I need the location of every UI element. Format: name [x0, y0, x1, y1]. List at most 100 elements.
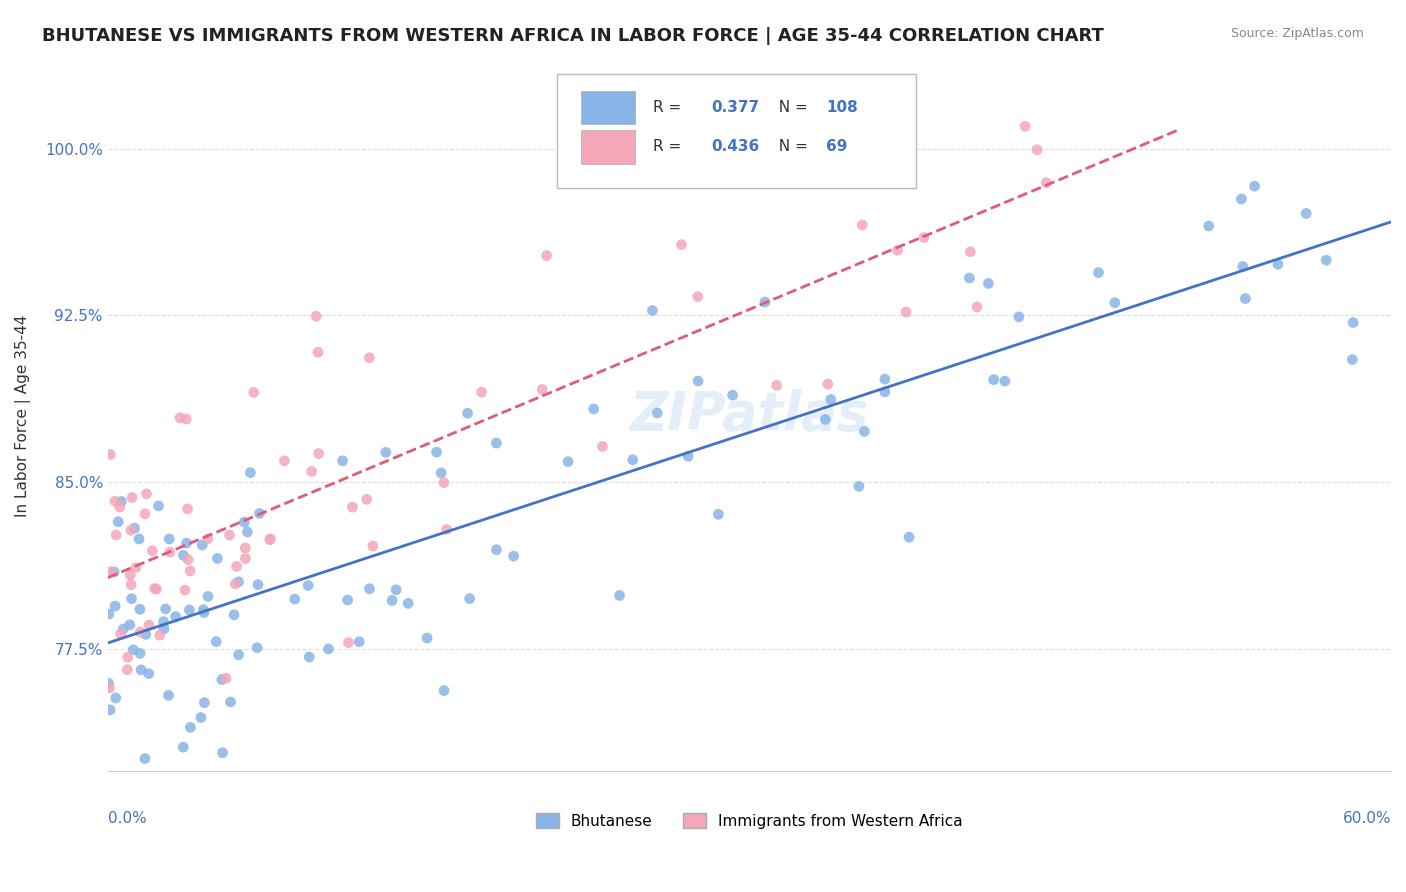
Point	[128, 602, 150, 616]
Point	[592, 439, 614, 453]
Point	[169, 410, 191, 425]
Point	[176, 536, 198, 550]
Point	[117, 663, 139, 677]
Point	[983, 373, 1005, 387]
Y-axis label: In Labor Force | Age 35-44: In Labor Force | Age 35-44	[15, 314, 31, 516]
Point	[172, 740, 194, 755]
Point	[110, 494, 132, 508]
Point	[103, 565, 125, 579]
Point	[1008, 310, 1031, 324]
Point	[138, 666, 160, 681]
Point	[222, 607, 245, 622]
Point	[416, 631, 439, 645]
Point	[228, 574, 250, 589]
Point	[157, 532, 180, 546]
Point	[259, 533, 281, 547]
Point	[337, 635, 360, 649]
Point	[193, 602, 215, 616]
Point	[471, 385, 494, 400]
Point	[609, 589, 631, 603]
Point	[1232, 260, 1254, 274]
Point	[224, 577, 246, 591]
Point	[308, 446, 330, 460]
Point	[197, 590, 219, 604]
Point	[110, 626, 132, 640]
Point	[866, 120, 889, 134]
Point	[621, 452, 644, 467]
Point	[557, 455, 579, 469]
Point	[342, 500, 364, 515]
Point	[179, 564, 201, 578]
Point	[174, 412, 197, 426]
Point	[381, 593, 404, 607]
Point	[359, 582, 381, 596]
Point	[994, 374, 1017, 388]
Point	[707, 508, 730, 522]
Point	[536, 249, 558, 263]
Point	[1230, 192, 1253, 206]
Point	[205, 634, 228, 648]
FancyBboxPatch shape	[557, 74, 917, 187]
Point	[396, 596, 419, 610]
Point	[1087, 266, 1109, 280]
Point	[430, 466, 453, 480]
Point	[107, 515, 129, 529]
Point	[218, 528, 240, 542]
Point	[332, 454, 354, 468]
Text: 69: 69	[827, 139, 848, 154]
Point	[647, 406, 669, 420]
Point	[177, 552, 200, 566]
Point	[108, 500, 131, 514]
Point	[135, 627, 157, 641]
Point	[1014, 120, 1036, 134]
Point	[959, 244, 981, 259]
Point	[1243, 179, 1265, 194]
Point	[246, 577, 269, 591]
Point	[1341, 316, 1364, 330]
Point	[1315, 253, 1337, 268]
Point	[190, 710, 212, 724]
Point	[215, 671, 238, 685]
Point	[98, 681, 121, 695]
Point	[966, 300, 988, 314]
Point	[135, 487, 157, 501]
Point	[141, 543, 163, 558]
Point	[121, 591, 143, 606]
Point	[1295, 206, 1317, 220]
Text: N =: N =	[769, 139, 813, 154]
Point	[1026, 143, 1049, 157]
Point	[886, 244, 908, 258]
Point	[297, 578, 319, 592]
Text: 0.0%: 0.0%	[108, 812, 146, 826]
Point	[233, 541, 256, 555]
Point	[179, 603, 201, 617]
Point	[436, 523, 458, 537]
Point	[359, 351, 381, 365]
Point	[193, 606, 215, 620]
Point	[485, 436, 508, 450]
Text: R =: R =	[654, 100, 686, 115]
Text: N =: N =	[769, 100, 813, 115]
Point	[754, 295, 776, 310]
Point	[873, 372, 896, 386]
Point	[957, 271, 980, 285]
Point	[458, 591, 481, 606]
Point	[159, 545, 181, 559]
Point	[853, 425, 876, 439]
Point	[336, 593, 359, 607]
Point	[361, 539, 384, 553]
Point	[688, 374, 710, 388]
Point	[172, 549, 194, 563]
Point	[145, 582, 167, 596]
Point	[848, 479, 870, 493]
Point	[1234, 292, 1257, 306]
Point	[120, 568, 142, 582]
FancyBboxPatch shape	[581, 130, 636, 163]
Point	[153, 622, 176, 636]
Point	[191, 538, 214, 552]
Point	[120, 578, 142, 592]
Point	[385, 582, 408, 597]
Point	[134, 751, 156, 765]
Point	[179, 720, 201, 734]
Point	[236, 524, 259, 539]
